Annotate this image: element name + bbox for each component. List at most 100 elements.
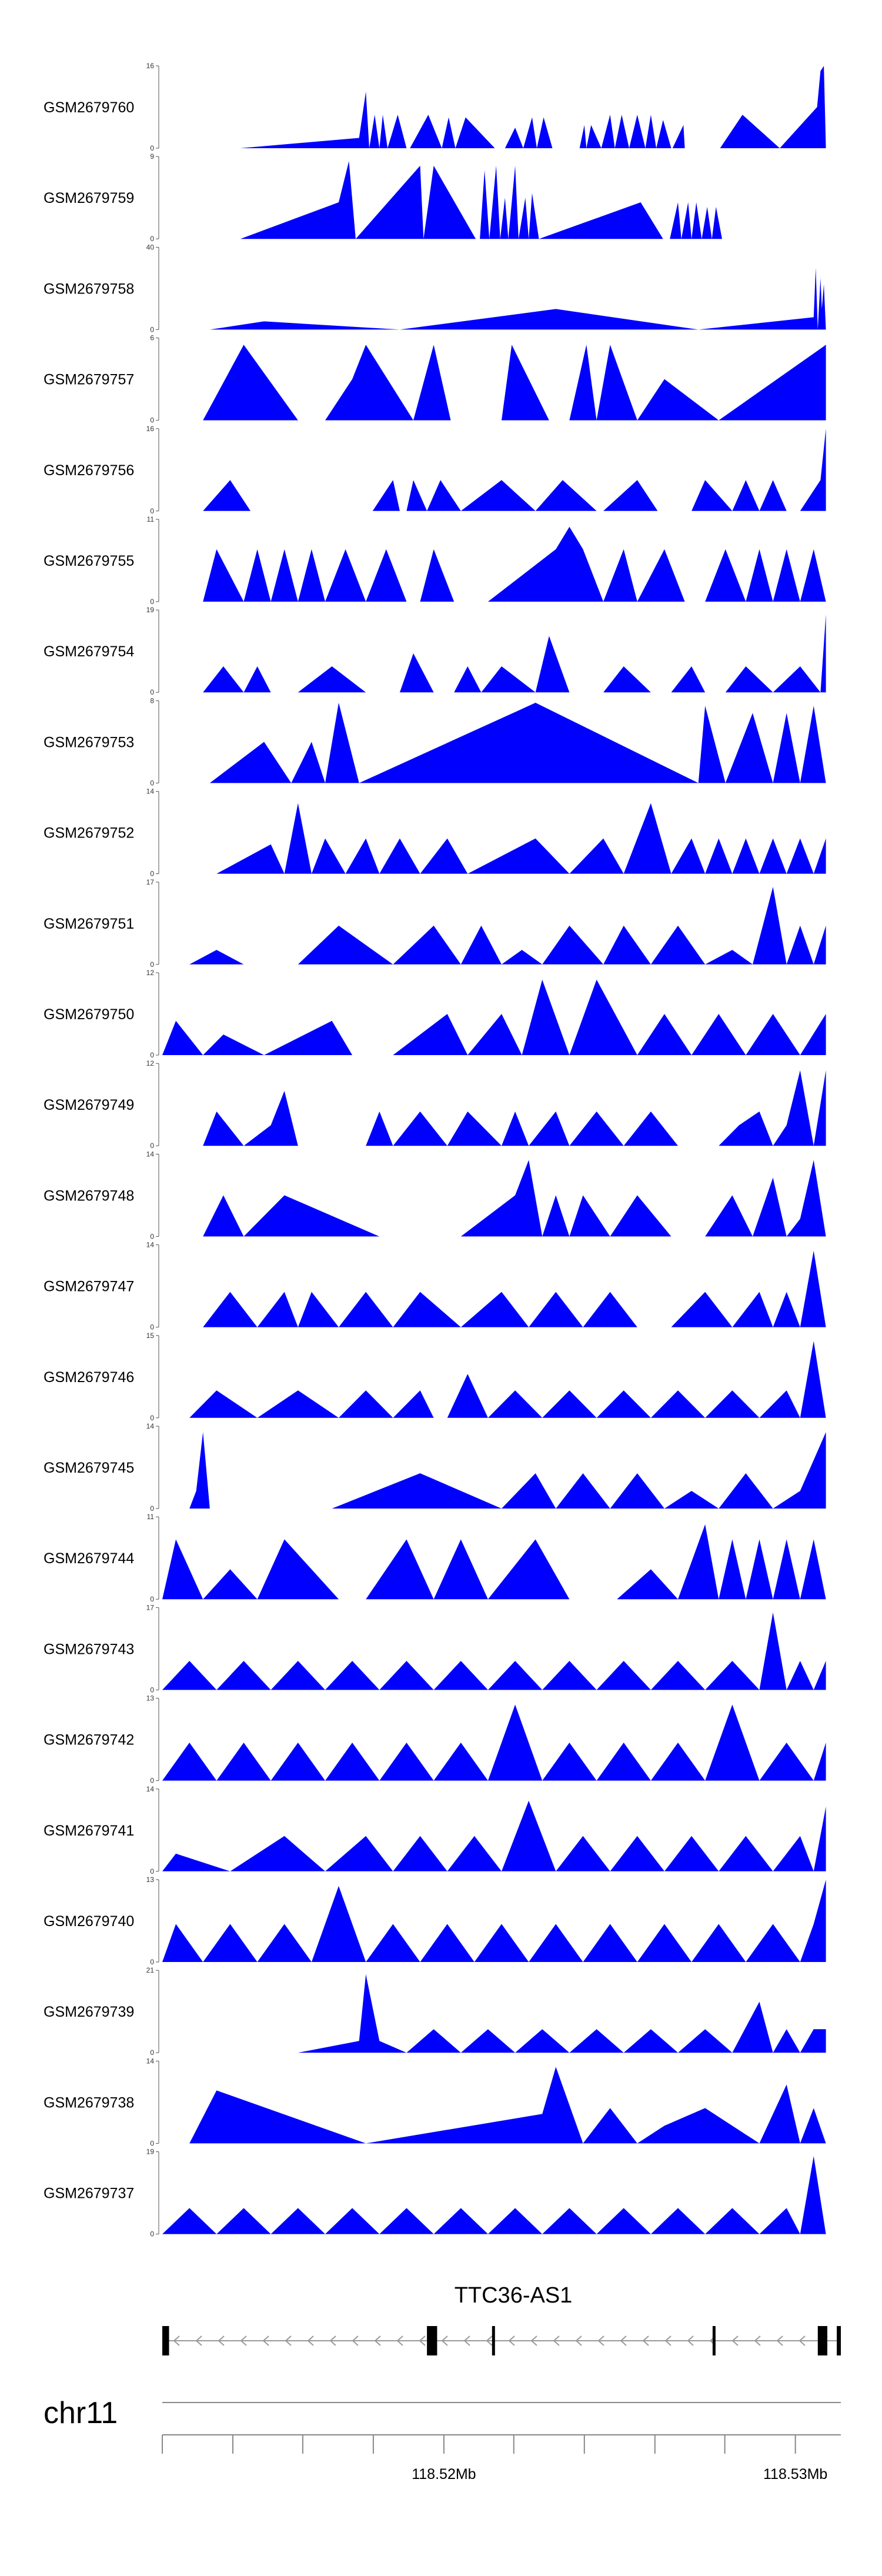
- gene-exon: [162, 2326, 169, 2355]
- track-label: GSM2679757: [44, 372, 134, 388]
- coverage-area: [203, 428, 826, 511]
- track-GSM2679737: GSM2679737 19 0: [44, 2148, 826, 2238]
- track-label: GSM2679760: [44, 99, 134, 116]
- track-label: GSM2679758: [44, 281, 134, 297]
- coverage-area: [162, 1880, 826, 1962]
- y-axis-min-label: 0: [150, 960, 154, 969]
- strand-arrow-icon: [664, 2335, 671, 2346]
- strand-arrow-icon: [776, 2335, 783, 2346]
- y-axis-max-label: 12: [146, 1059, 155, 1067]
- coverage-area: [203, 1250, 826, 1327]
- strand-arrow-icon: [620, 2335, 627, 2346]
- gene-exon: [492, 2326, 495, 2355]
- track-label: GSM2679741: [44, 1823, 134, 1839]
- strand-arrow-icon: [195, 2335, 202, 2346]
- track-GSM2679745: GSM2679745 14 0: [44, 1422, 826, 1513]
- y-axis-max-label: 11: [147, 1513, 155, 1521]
- track-label: GSM2679749: [44, 1097, 134, 1113]
- y-axis-max-label: 13: [146, 1694, 155, 1703]
- coverage-area: [162, 1704, 826, 1781]
- strand-arrow-icon: [218, 2335, 225, 2346]
- y-axis-min-label: 0: [150, 1504, 154, 1513]
- track-label: GSM2679756: [44, 462, 134, 479]
- coverage-area: [240, 66, 826, 148]
- y-axis-max-label: 14: [146, 1241, 155, 1249]
- coverage-area: [203, 614, 826, 693]
- y-axis-min-label: 0: [150, 688, 154, 696]
- y-axis-max-label: 14: [146, 1422, 155, 1430]
- axis-tick-label: 118.53Mb: [763, 2466, 827, 2482]
- gene-exon: [817, 2326, 827, 2355]
- track-GSM2679740: GSM2679740 13 0: [44, 1876, 826, 1966]
- track-label: GSM2679742: [44, 1732, 134, 1749]
- track-label: GSM2679754: [44, 643, 134, 660]
- data-tracks: GSM2679760160GSM267975990GSM2679758400GS…: [44, 62, 826, 2238]
- strand-arrow-icon: [285, 2335, 292, 2346]
- y-axis-max-label: 40: [146, 243, 155, 251]
- genome-axis-track: chr11 118.52Mb 118.53Mb: [44, 2396, 841, 2482]
- y-axis-max-label: 19: [146, 606, 155, 614]
- y-axis-min-label: 0: [150, 507, 154, 515]
- coverage-area: [203, 1070, 826, 1146]
- track-GSM2679746: GSM2679746 15 0: [44, 1332, 826, 1422]
- strand-arrow-icon: [754, 2335, 761, 2346]
- y-axis-max-label: 12: [146, 969, 155, 977]
- y-axis-min-label: 0: [150, 779, 154, 787]
- y-axis-max-label: 11: [147, 515, 155, 523]
- track-GSM2679758: GSM2679758 40 0: [44, 243, 826, 333]
- track-GSM2679739: GSM2679739 21 0: [44, 1966, 826, 2057]
- y-axis-max-label: 16: [146, 62, 155, 70]
- track-GSM2679743: GSM2679743 17 0: [44, 1603, 826, 1694]
- strand-arrow-icon: [396, 2335, 403, 2346]
- track-GSM2679759: GSM2679759 9 0: [44, 152, 826, 243]
- y-axis-max-label: 21: [146, 1966, 155, 1974]
- gene-track: TTC36-AS1: [162, 2283, 841, 2355]
- y-axis-min-label: 0: [150, 870, 154, 878]
- y-axis-max-label: 9: [150, 152, 154, 161]
- coverage-area: [162, 979, 826, 1055]
- y-axis-min-label: 0: [150, 1142, 154, 1150]
- coverage-area: [203, 345, 826, 421]
- track-GSM2679738: GSM2679738 14 0: [44, 2057, 826, 2147]
- track-GSM2679760: GSM2679760 16 0: [44, 62, 826, 152]
- strand-arrow-icon: [799, 2335, 806, 2346]
- coverage-area: [162, 1800, 826, 1871]
- coverage-area: [189, 887, 826, 965]
- track-GSM2679742: GSM2679742 13 0: [44, 1694, 826, 1785]
- track-label: GSM2679740: [44, 1913, 134, 1930]
- y-axis-min-label: 0: [150, 416, 154, 425]
- strand-arrow-icon: [419, 2335, 426, 2346]
- strand-arrow-icon: [307, 2335, 314, 2346]
- y-axis-min-label: 0: [150, 1232, 154, 1240]
- strand-arrow-icon: [553, 2335, 560, 2346]
- track-GSM2679754: GSM2679754 19 0: [44, 606, 826, 696]
- coverage-area: [162, 1612, 826, 1690]
- y-axis-min-label: 0: [150, 325, 154, 333]
- axis-tick-label: 118.52Mb: [412, 2466, 476, 2482]
- strand-arrow-icon: [508, 2335, 515, 2346]
- track-GSM2679757: GSM2679757 6 0: [44, 334, 826, 425]
- y-axis-min-label: 0: [150, 2230, 154, 2238]
- y-axis-max-label: 17: [146, 1603, 155, 1611]
- y-axis-max-label: 14: [146, 1785, 155, 1793]
- y-axis-min-label: 0: [150, 1686, 154, 1694]
- y-axis-min-label: 0: [150, 144, 154, 152]
- y-axis-min-label: 0: [150, 598, 154, 606]
- track-GSM2679751: GSM2679751 17 0: [44, 878, 826, 969]
- strand-arrow-icon: [262, 2335, 269, 2346]
- coverage-area: [162, 1524, 826, 1600]
- strand-arrow-icon: [352, 2335, 359, 2346]
- track-GSM2679750: GSM2679750 12 0: [44, 969, 826, 1059]
- track-label: GSM2679759: [44, 190, 134, 206]
- strand-arrow-icon: [530, 2335, 537, 2346]
- track-label: GSM2679738: [44, 2094, 134, 2111]
- coverage-area: [203, 526, 826, 602]
- strand-arrow-icon: [642, 2335, 649, 2346]
- y-axis-min-label: 0: [150, 1595, 154, 1603]
- y-axis-min-label: 0: [150, 1867, 154, 1876]
- track-label: GSM2679739: [44, 2004, 134, 2020]
- track-label: GSM2679746: [44, 1369, 134, 1386]
- y-axis-max-label: 14: [146, 2057, 155, 2065]
- y-axis-max-label: 14: [146, 788, 155, 796]
- y-axis-max-label: 15: [146, 1332, 155, 1340]
